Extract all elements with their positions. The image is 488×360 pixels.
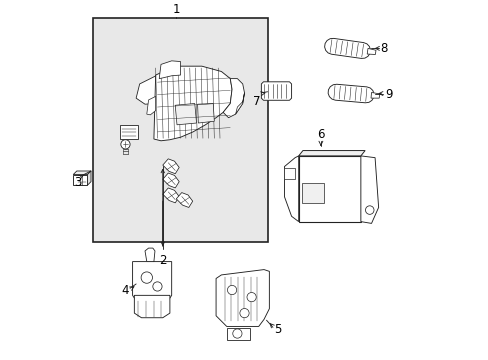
- Polygon shape: [298, 156, 360, 222]
- Polygon shape: [145, 248, 155, 262]
- Circle shape: [246, 293, 256, 302]
- Polygon shape: [132, 262, 171, 301]
- Text: 2: 2: [159, 255, 166, 267]
- Polygon shape: [134, 295, 169, 318]
- Polygon shape: [324, 39, 370, 58]
- Circle shape: [141, 272, 152, 283]
- Polygon shape: [163, 173, 179, 188]
- Circle shape: [121, 140, 130, 149]
- Text: 1: 1: [172, 4, 180, 17]
- Text: 5: 5: [273, 323, 281, 336]
- Circle shape: [240, 309, 248, 318]
- Polygon shape: [154, 66, 232, 141]
- Text: 7: 7: [252, 95, 260, 108]
- Polygon shape: [163, 188, 179, 203]
- Polygon shape: [226, 328, 249, 340]
- Text: 6: 6: [317, 128, 324, 141]
- Text: 3: 3: [75, 176, 82, 189]
- Polygon shape: [146, 96, 155, 115]
- Polygon shape: [360, 156, 378, 224]
- Polygon shape: [120, 125, 137, 139]
- Polygon shape: [370, 93, 379, 98]
- Polygon shape: [366, 48, 375, 54]
- Polygon shape: [284, 168, 295, 179]
- Polygon shape: [163, 159, 179, 174]
- Polygon shape: [73, 171, 91, 175]
- Polygon shape: [159, 61, 180, 78]
- Polygon shape: [327, 84, 373, 103]
- Bar: [302, 184, 323, 203]
- Polygon shape: [223, 78, 244, 118]
- Polygon shape: [261, 82, 291, 100]
- Polygon shape: [93, 18, 267, 242]
- Text: 4: 4: [122, 284, 129, 297]
- Polygon shape: [176, 193, 192, 207]
- Polygon shape: [298, 150, 365, 156]
- Polygon shape: [235, 93, 244, 114]
- Circle shape: [227, 285, 236, 294]
- Text: 8: 8: [380, 42, 387, 55]
- Polygon shape: [73, 175, 87, 185]
- Polygon shape: [197, 103, 214, 123]
- Circle shape: [365, 206, 373, 214]
- Polygon shape: [284, 156, 298, 222]
- Circle shape: [232, 329, 242, 338]
- Polygon shape: [136, 75, 171, 104]
- Polygon shape: [87, 171, 91, 185]
- Polygon shape: [216, 270, 269, 327]
- Text: 9: 9: [384, 88, 391, 101]
- Circle shape: [153, 282, 162, 291]
- Polygon shape: [175, 103, 196, 125]
